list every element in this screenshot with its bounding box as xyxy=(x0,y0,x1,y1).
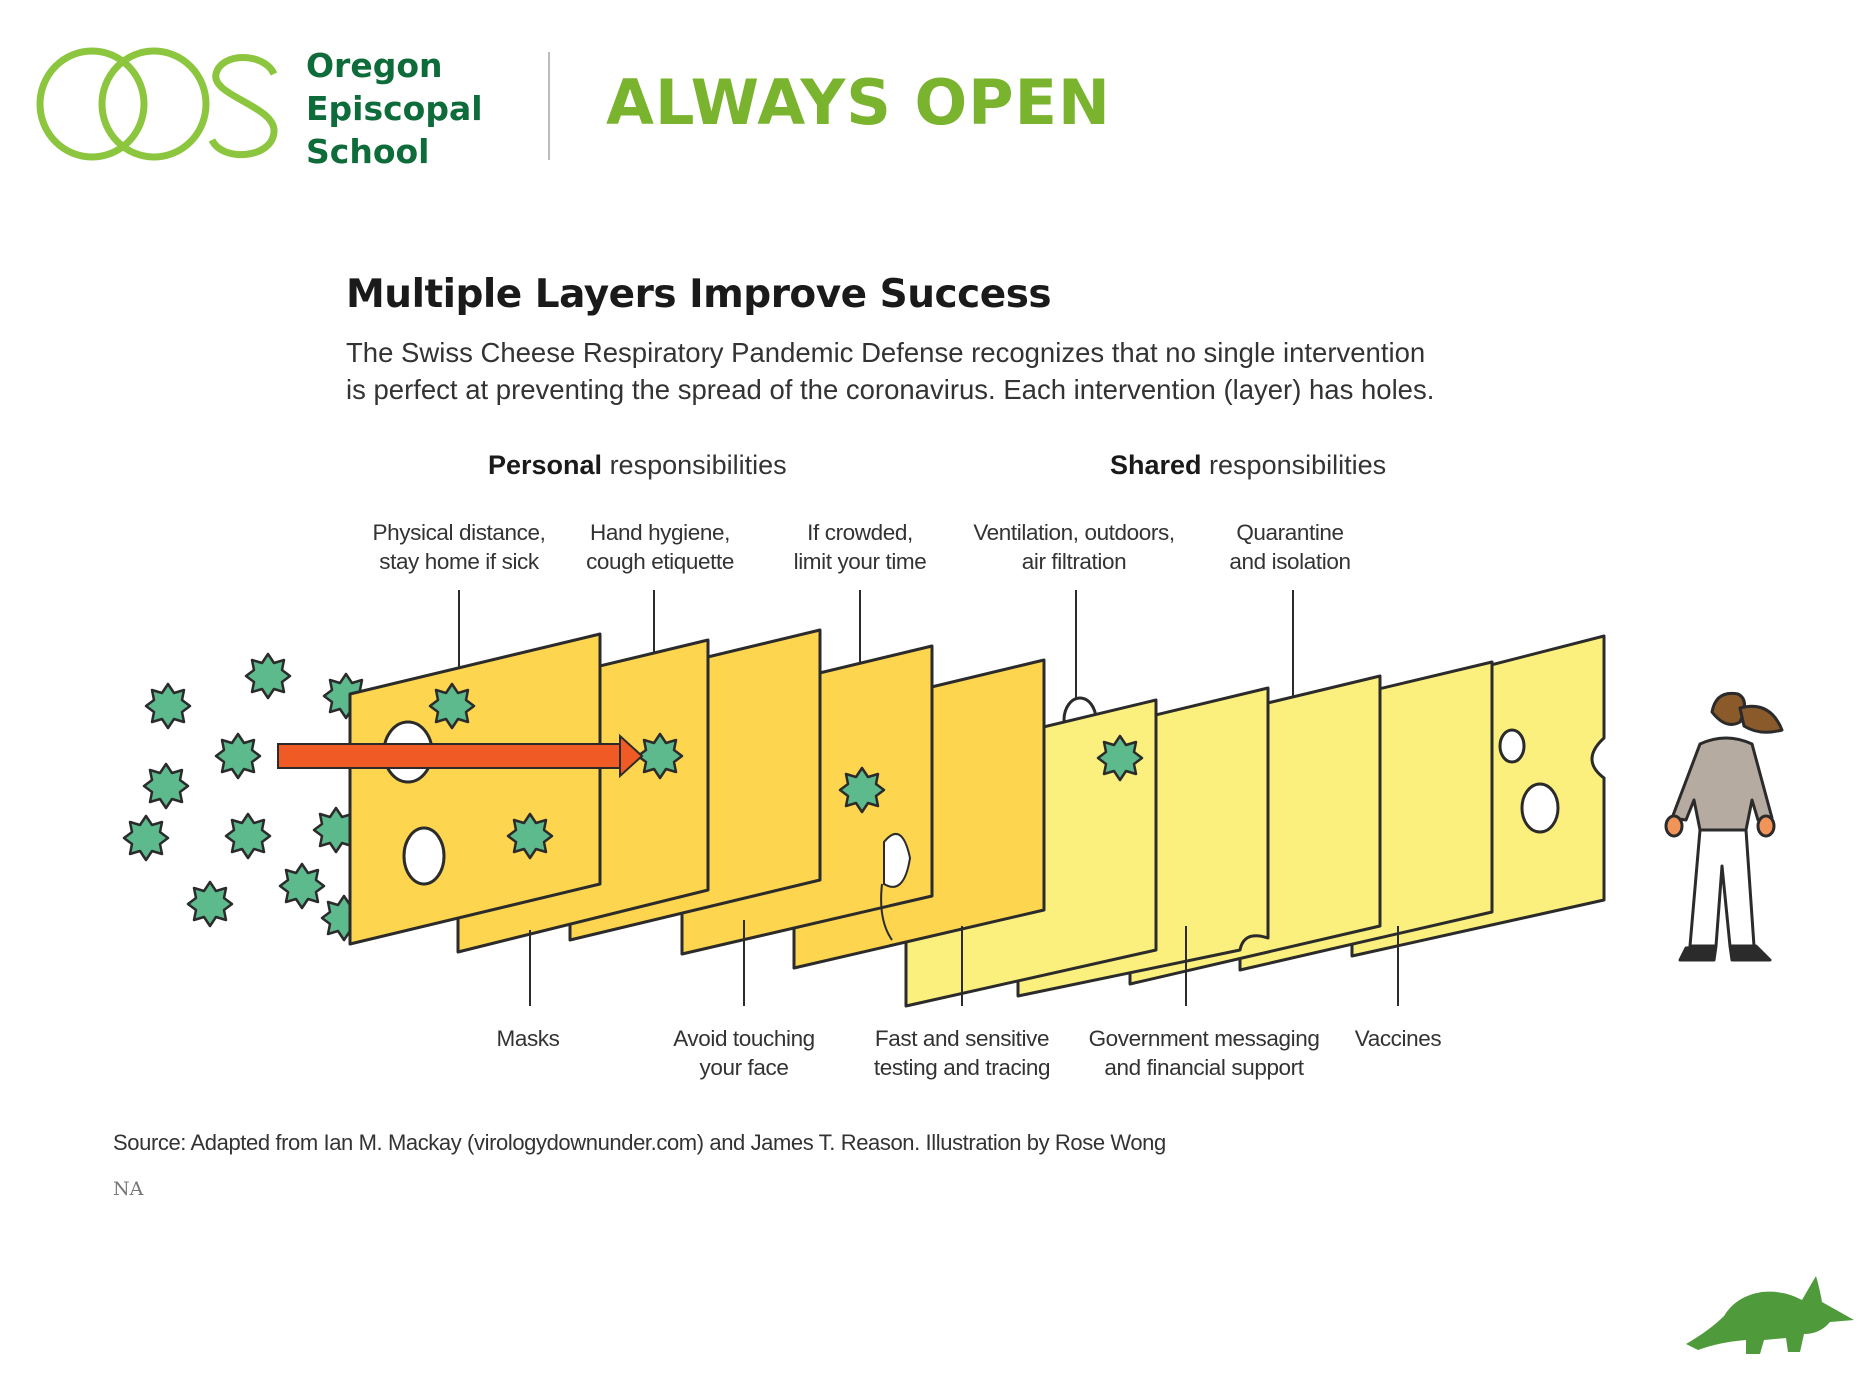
label-line: If crowded, xyxy=(807,520,913,545)
label-line: and financial support xyxy=(1104,1055,1304,1080)
virus-cluster xyxy=(122,652,370,942)
shared-responsibilities-heading: Shared responsibilities xyxy=(1110,450,1386,481)
label-line: and isolation xyxy=(1229,549,1351,574)
label-line: Avoid touching xyxy=(673,1026,815,1051)
label-line: Hand hygiene, xyxy=(590,520,730,545)
label-line: Fast and sensitive xyxy=(874,1026,1050,1051)
school-name-line: Oregon xyxy=(306,46,443,85)
group-heading-rest: responsibilities xyxy=(602,450,787,480)
school-name: Oregon Episcopal School xyxy=(306,44,506,173)
label-line: Quarantine xyxy=(1236,520,1344,545)
label-line: Physical distance, xyxy=(372,520,546,545)
label-government: Government messaging and financial suppo… xyxy=(1089,1024,1320,1082)
label-hand-hygiene: Hand hygiene, cough etiquette xyxy=(586,518,734,576)
label-line: air filtration xyxy=(1021,549,1127,574)
label-line: Government messaging xyxy=(1088,1026,1320,1051)
tagline: ALWAYS OPEN xyxy=(606,66,1111,139)
group-heading-rest: responsibilities xyxy=(1201,450,1387,480)
header-divider xyxy=(548,52,550,160)
oes-logo-mark xyxy=(36,44,286,164)
aardvark-mascot-icon xyxy=(1680,1260,1860,1360)
label-line: limit your time xyxy=(793,549,927,574)
subtitle-line: The Swiss Cheese Respiratory Pandemic De… xyxy=(346,337,1426,368)
label-line: Ventilation, outdoors, xyxy=(973,520,1175,545)
infographic-subtitle: The Swiss Cheese Respiratory Pandemic De… xyxy=(346,334,1546,408)
infographic-title: Multiple Layers Improve Success xyxy=(346,272,1052,317)
label-line: Masks xyxy=(496,1026,560,1051)
label-physical-distance: Physical distance, stay home if sick xyxy=(373,518,546,576)
subtitle-line: is perfect at preventing the spread of t… xyxy=(346,374,1435,405)
infection-arrow xyxy=(277,733,644,779)
personal-responsibilities-heading: Personal responsibilities xyxy=(488,450,787,481)
person-icon xyxy=(1664,691,1784,962)
mouse-icon xyxy=(880,832,912,941)
label-avoid-touching: Avoid touching your face xyxy=(673,1024,815,1082)
label-testing: Fast and sensitive testing and tracing xyxy=(873,1024,1051,1082)
cheese-slices xyxy=(348,628,1606,1008)
label-line: cough etiquette xyxy=(586,549,734,574)
label-line: Vaccines xyxy=(1354,1026,1442,1051)
label-line: testing and tracing xyxy=(873,1055,1051,1080)
label-quarantine: Quarantine and isolation xyxy=(1229,518,1351,576)
label-masks: Masks xyxy=(496,1024,559,1053)
label-ventilation: Ventilation, outdoors, air filtration xyxy=(973,518,1175,576)
label-if-crowded: If crowded, limit your time xyxy=(794,518,927,576)
group-heading-bold: Shared xyxy=(1110,450,1202,480)
group-heading-bold: Personal xyxy=(488,450,603,480)
na-label: NA xyxy=(113,1178,144,1200)
label-line: your face xyxy=(699,1055,789,1080)
source-credit: Source: Adapted from Ian M. Mackay (viro… xyxy=(113,1130,1166,1155)
label-line: stay home if sick xyxy=(379,549,539,574)
school-name-line: School xyxy=(306,132,430,171)
bottom-leader-lines xyxy=(529,920,1399,1006)
school-name-line: Episcopal xyxy=(306,89,483,128)
label-vaccines: Vaccines xyxy=(1354,1024,1442,1053)
